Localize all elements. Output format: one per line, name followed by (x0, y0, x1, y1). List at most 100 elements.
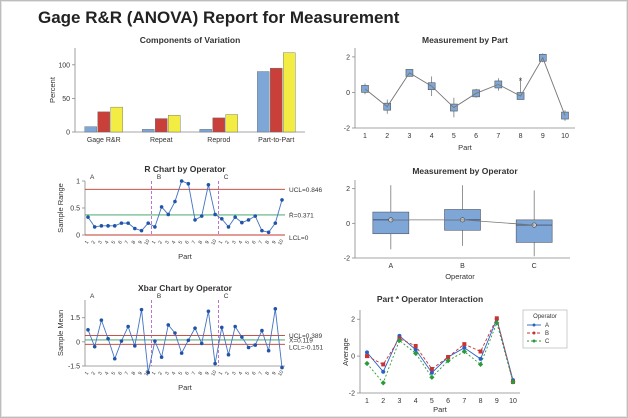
r-chart-xtick-label: 7 (258, 240, 265, 246)
r-chart-xtick-label: 7 (124, 240, 131, 246)
r-chart-point (112, 224, 117, 228)
xbar-chart-point (106, 336, 110, 341)
components-xtick-label: Gage R&R (87, 137, 121, 144)
interaction-xlabel: Part (433, 405, 448, 414)
r-chart-xtick-label: 10 (143, 238, 151, 246)
xbar-chart-ucl-label: UCL=0.389 (289, 333, 322, 340)
components-bar (97, 111, 110, 133)
xbar-chart-xlabel: Part (178, 383, 193, 392)
r-chart-point (153, 225, 157, 229)
interaction-xtick-label: 8 (479, 398, 483, 405)
r-chart-point (119, 221, 124, 225)
part-chart-xtick-label: 10 (561, 133, 569, 140)
interaction-point-B (381, 362, 386, 367)
xbar-chart-xtick-label: 3 (97, 371, 104, 377)
xbar-chart-point (159, 355, 164, 359)
xbar-chart-xtick-label: 4 (171, 371, 178, 377)
interaction-xtick-label: 7 (462, 398, 466, 405)
xbar-chart-operator-label: A (90, 293, 95, 300)
r-chart-xtick-label: 6 (251, 240, 258, 246)
part-chart-xtick-label: 1 (363, 133, 367, 140)
xbar-chart-operator-label: C (224, 293, 229, 300)
part-chart-outlier: * (519, 76, 523, 86)
r-chart-xtick-label: 5 (177, 240, 184, 246)
interaction-legend-marker-B (532, 331, 536, 335)
part-chart-xtick-label: 7 (496, 133, 500, 140)
r-chart-point (226, 225, 231, 229)
xbar-chart-xtick-label: 2 (157, 371, 164, 377)
xbar-chart-ytick-label: 0 (76, 339, 80, 346)
part-chart-ytick-label: 2 (346, 54, 350, 61)
interaction-point-B (494, 316, 499, 321)
r-chart-point (133, 226, 137, 231)
xbar-chart-ytick-label: -1.5 (68, 364, 80, 371)
operator-chart-xtick-label: A (388, 263, 393, 270)
interaction-xtick-label: 4 (414, 398, 418, 405)
r-chart-point (206, 182, 211, 187)
interaction-point-A (429, 370, 434, 375)
xbar-chart-point (246, 345, 251, 350)
components-bar (270, 67, 283, 133)
xbar-chart-xtick-label: 5 (244, 371, 251, 377)
r-chart-xtick-label: 1 (218, 240, 225, 246)
interaction-xtick-label: 5 (430, 398, 434, 405)
r-chart-xtick-label: 3 (231, 240, 238, 246)
xbar-chart-title: Xbar Chart by Operator (138, 283, 233, 293)
xbar-chart-xtick-label: 9 (271, 371, 278, 377)
interaction-point-C (494, 320, 500, 326)
r-chart-point (92, 225, 97, 229)
xbar-chart-xtick-label: 2 (224, 371, 231, 377)
part-chart-ytick-label: -2 (344, 126, 350, 133)
interaction-legend-label-B: B (545, 331, 549, 337)
xbar-chart-xtick-label: 8 (198, 371, 205, 377)
r-chart-point (260, 228, 264, 233)
operator-chart-ytick-label: 2 (346, 186, 350, 193)
xbar-chart-point (92, 344, 97, 349)
r-chart-xtick-label: 8 (198, 240, 205, 246)
xbar-chart-xtick-label: 2 (91, 371, 98, 377)
interaction-xtick-label: 6 (446, 398, 450, 405)
interaction-point-B (478, 349, 483, 354)
r-chart-xtick-label: 6 (184, 240, 191, 246)
interaction-point-B (446, 355, 451, 360)
interaction-point-C (429, 374, 435, 380)
r-chart-xlabel: Part (178, 252, 193, 261)
interaction-series-line-C (366, 321, 514, 384)
r-chart-point (166, 212, 171, 217)
interaction-legend-title: Operator (533, 314, 557, 320)
xbar-chart-point (260, 328, 264, 333)
r-chart-xtick-label: 5 (111, 240, 118, 246)
part-chart-ytick-label: 0 (346, 90, 350, 97)
xbar-chart-point (86, 327, 90, 332)
xbar-chart-point (173, 331, 177, 335)
interaction-ytick-label: 0 (351, 354, 355, 361)
interaction-xtick-label: 10 (509, 398, 517, 405)
components-bar (199, 129, 212, 133)
r-chart-xtick-label: 10 (210, 238, 218, 246)
r-chart-operator-label: C (224, 174, 229, 181)
xbar-chart-point (153, 339, 157, 343)
xbar-chart-point (119, 339, 124, 343)
xbar-chart-point (233, 324, 237, 329)
r-chart-operator-label: B (157, 174, 161, 181)
r-chart-xtick-label: 8 (264, 240, 271, 246)
interaction-point-A (478, 356, 483, 361)
interaction-legend-label-A: A (545, 323, 549, 329)
xbar-chart-point (219, 325, 224, 330)
r-chart-point (99, 224, 104, 228)
r-chart-point (146, 221, 151, 225)
operator-chart-xlabel: Operator (445, 272, 475, 281)
xbar-chart-point (126, 324, 130, 329)
interaction-title: Part * Operator Interaction (377, 294, 483, 304)
components-bar (84, 126, 97, 133)
interaction-point-C (380, 380, 386, 386)
interaction-point-C (413, 350, 419, 356)
xbar-chart-xtick-label: 1 (151, 371, 158, 377)
interaction-point-C (510, 379, 516, 385)
r-chart-xtick-label: 2 (157, 240, 164, 246)
interaction-legend-label-C: C (545, 339, 550, 345)
r-chart-point (273, 221, 278, 225)
xbar-chart-xtick-label: 10 (143, 369, 151, 377)
operator-chart-xtick-label: B (460, 263, 465, 270)
part-chart-title: Measurement by Part (422, 35, 508, 45)
